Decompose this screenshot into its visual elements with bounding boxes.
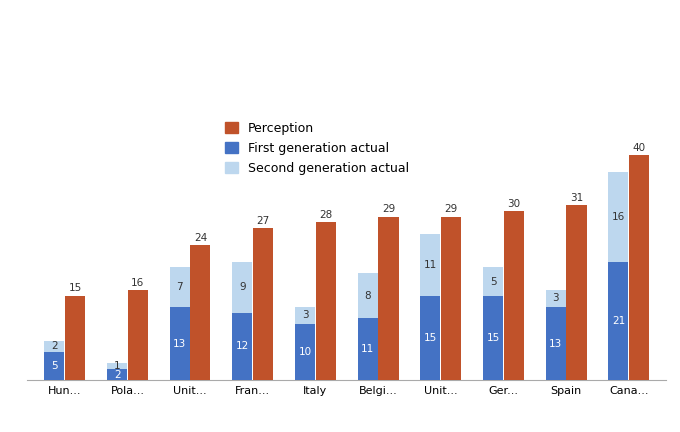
Bar (379, 217, 398, 380)
Bar (546, 307, 566, 380)
Text: 29: 29 (445, 204, 458, 215)
Bar (107, 369, 127, 380)
Text: 8: 8 (364, 291, 371, 301)
Bar (441, 217, 461, 380)
Text: 29: 29 (382, 204, 395, 215)
Bar (170, 267, 190, 307)
Text: 24: 24 (194, 233, 207, 243)
Text: 31: 31 (570, 193, 583, 203)
Bar (609, 262, 628, 380)
Bar (170, 307, 190, 380)
Text: 16: 16 (612, 212, 625, 222)
Text: 1: 1 (114, 361, 120, 371)
Bar (253, 228, 273, 380)
Text: 2: 2 (114, 369, 120, 380)
Text: 5: 5 (51, 361, 58, 371)
Text: 15: 15 (69, 283, 82, 293)
Bar (233, 312, 252, 380)
Bar (504, 211, 524, 380)
Bar (420, 295, 441, 380)
Bar (629, 155, 649, 380)
Text: 13: 13 (173, 339, 186, 349)
Text: 12: 12 (236, 341, 249, 351)
Bar (483, 267, 503, 295)
Text: 27: 27 (256, 216, 270, 226)
Text: 11: 11 (361, 344, 375, 354)
Text: 9: 9 (239, 282, 245, 292)
Text: 7: 7 (177, 282, 183, 292)
Bar (233, 262, 252, 312)
Text: 28: 28 (319, 210, 333, 220)
Text: 3: 3 (552, 293, 559, 303)
Text: 13: 13 (549, 339, 562, 349)
Bar (358, 318, 378, 380)
Bar (190, 245, 211, 380)
Bar (483, 295, 503, 380)
Bar (358, 273, 378, 318)
Text: 10: 10 (299, 347, 311, 357)
Text: 5: 5 (490, 276, 496, 286)
Bar (295, 324, 315, 380)
Bar (107, 363, 127, 369)
Text: 40: 40 (632, 143, 646, 152)
Text: 21: 21 (612, 316, 625, 326)
Text: 15: 15 (486, 333, 500, 343)
Bar (44, 341, 65, 352)
Bar (609, 172, 628, 262)
Bar (546, 290, 566, 307)
Text: 11: 11 (424, 260, 437, 270)
Bar (65, 295, 85, 380)
Bar (295, 307, 315, 324)
Text: 16: 16 (131, 278, 144, 288)
Bar (316, 222, 336, 380)
Text: 30: 30 (507, 199, 520, 209)
Bar (44, 352, 65, 380)
Text: 15: 15 (424, 333, 437, 343)
Legend: Perception, First generation actual, Second generation actual: Perception, First generation actual, Sec… (225, 122, 409, 175)
Text: 3: 3 (302, 310, 309, 321)
Bar (566, 206, 586, 380)
Bar (420, 234, 441, 295)
Text: 2: 2 (51, 341, 58, 351)
Bar (128, 290, 148, 380)
